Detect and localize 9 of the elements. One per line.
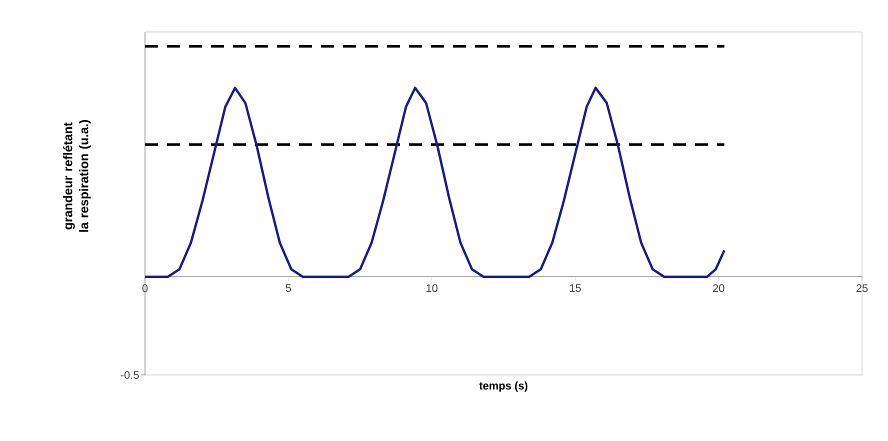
x-tick-label: 25 [856, 284, 868, 292]
x-tick-label: 5 [286, 284, 292, 292]
text: -0.5 [120, 371, 139, 379]
text: temps (s) [479, 382, 528, 392]
x-tick-label: 10 [426, 284, 438, 292]
x-tick-label: 20 [713, 284, 724, 292]
y-axis-title: grandeur reflétant la respiration (u.a.) [63, 120, 91, 232]
x-tick-label: 15 [570, 284, 581, 292]
x-tick-label: 0 [142, 284, 148, 292]
